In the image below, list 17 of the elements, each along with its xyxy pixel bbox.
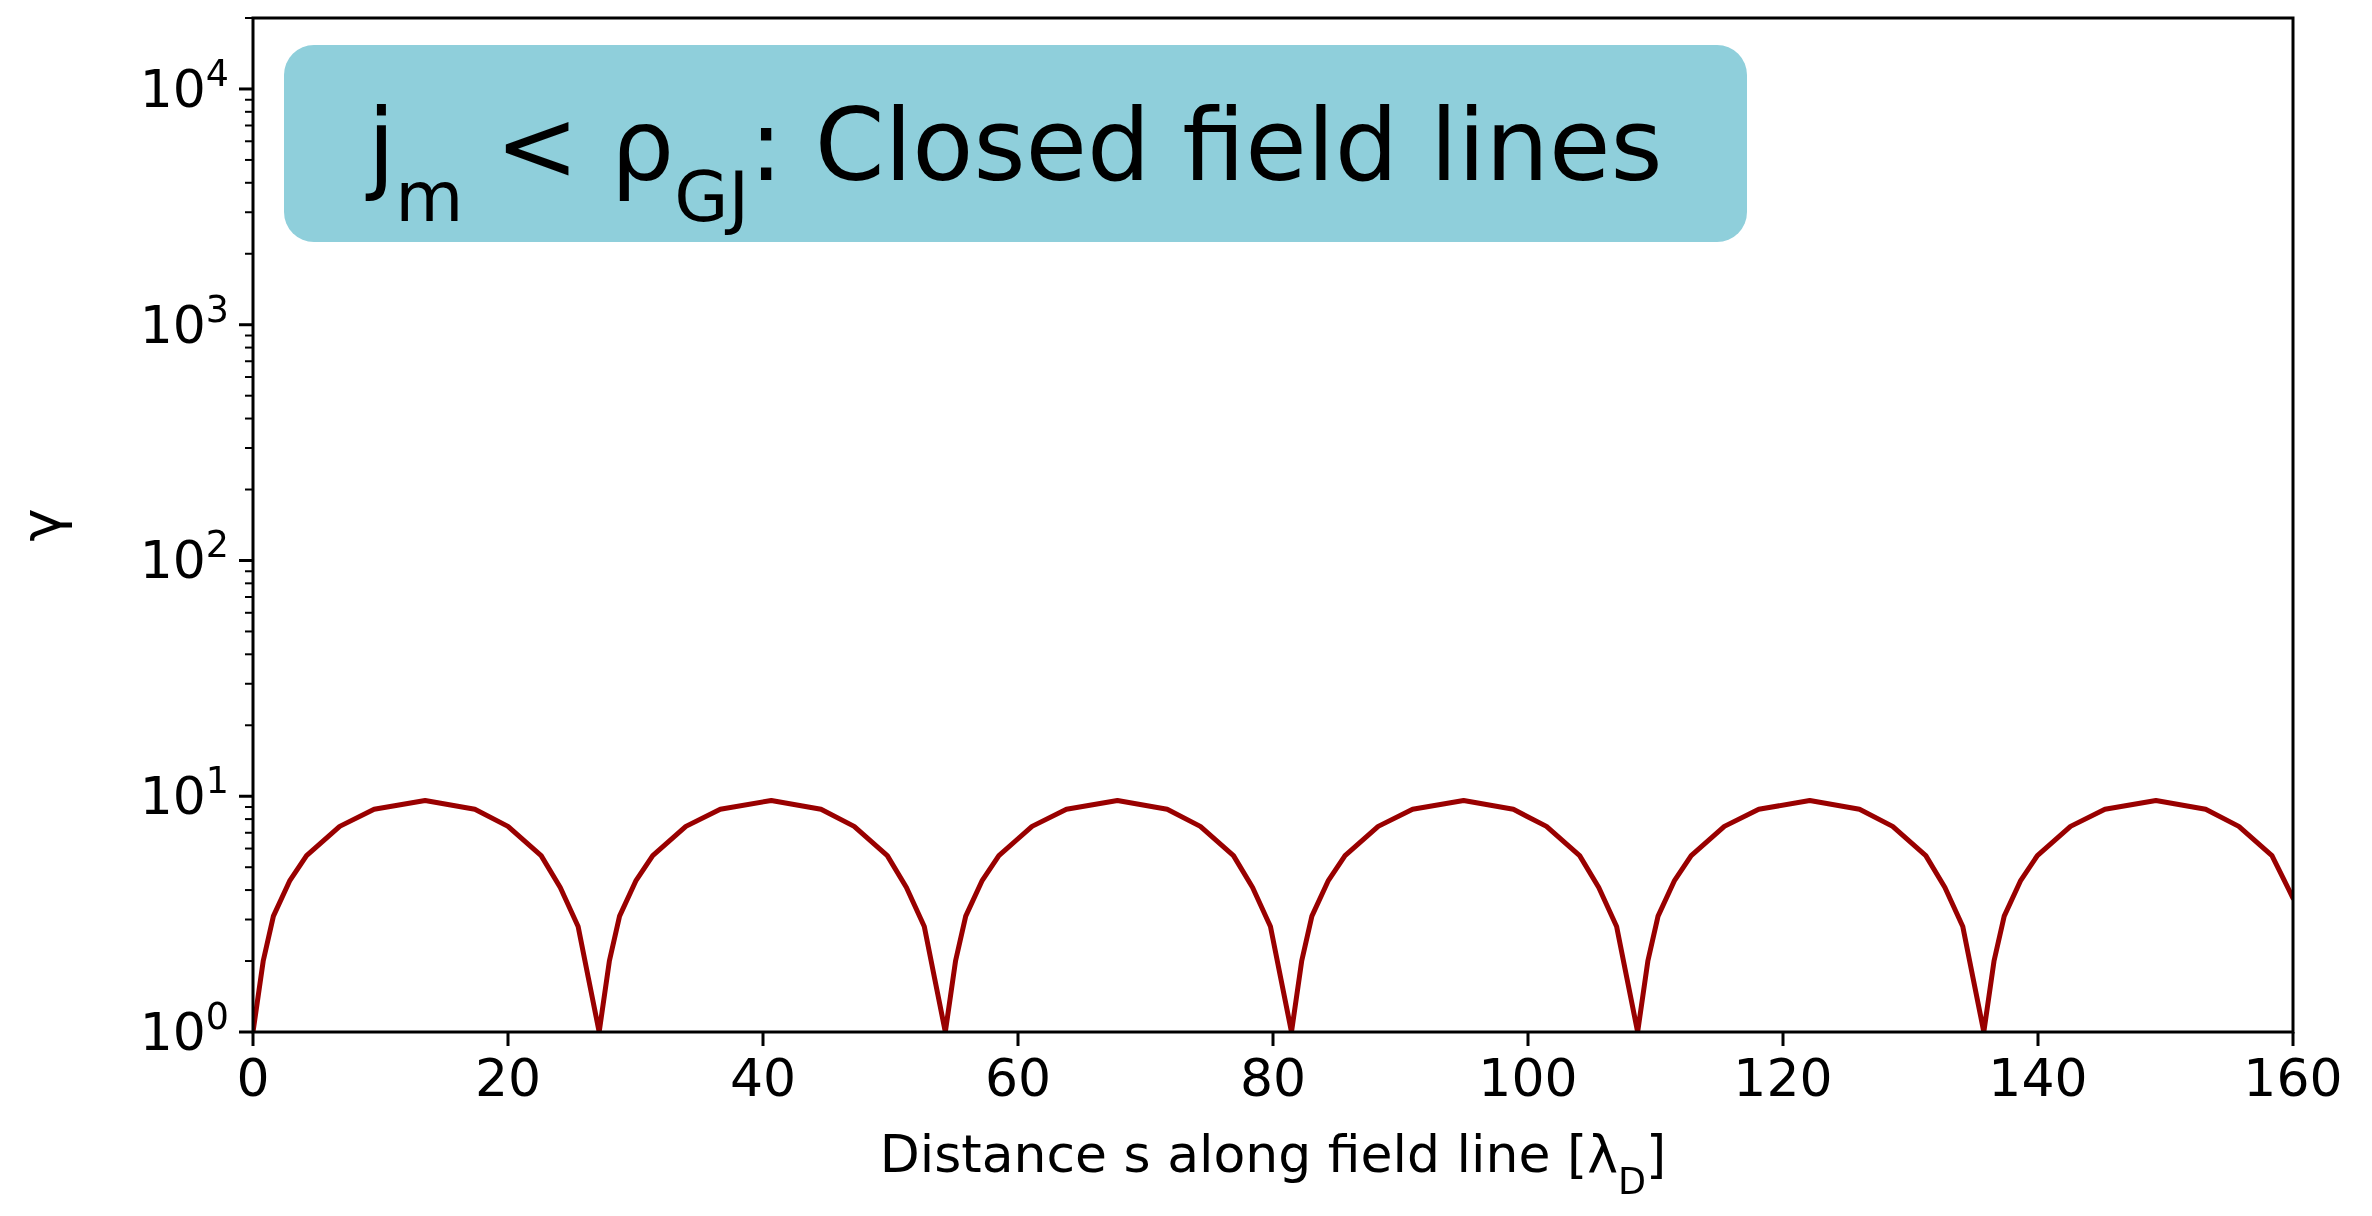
x-tick-label: 40	[729, 1048, 797, 1108]
y-axis-title: γ	[8, 508, 73, 542]
x-axis-title: Distance s along field line [λ$_{D}$]	[879, 1124, 1667, 1203]
x-tick-label: 20	[474, 1048, 542, 1108]
x-tick-label: 0	[236, 1048, 270, 1108]
x-tick-label: 120	[1733, 1048, 1833, 1108]
y-tick-label: 10$^{0}$	[139, 994, 229, 1062]
annotation: j$_{m}$ < ρ$_{GJ}$: Closed field lines	[365, 87, 1663, 238]
y-tick-label: 10$^{1}$	[139, 758, 229, 827]
x-tick-label: 60	[984, 1048, 1052, 1108]
x-tick-label: 140	[1988, 1048, 2088, 1108]
y-tick-label: 10$^{3}$	[139, 287, 229, 355]
x-tick-label: 160	[2243, 1048, 2343, 1108]
x-tick-label: 80	[1239, 1048, 1307, 1108]
y-tick-label: 10$^{2}$	[139, 522, 229, 591]
x-tick-label: 100	[1478, 1048, 1578, 1108]
y-tick-label: 10$^{4}$	[139, 51, 229, 119]
